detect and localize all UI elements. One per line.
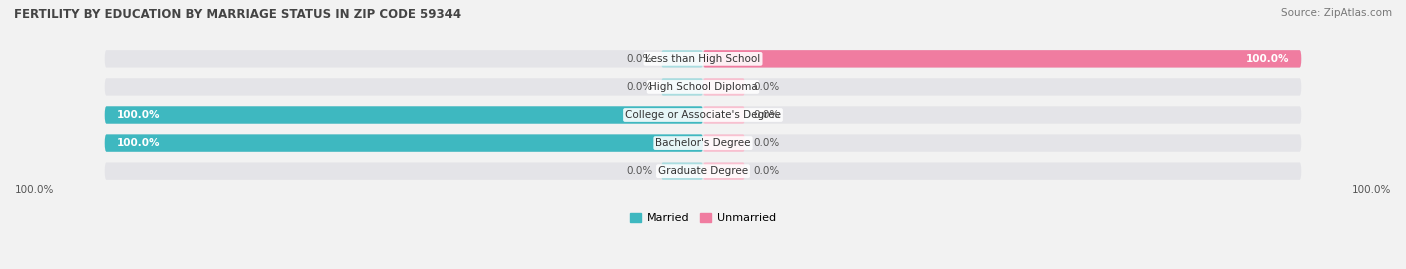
Text: FERTILITY BY EDUCATION BY MARRIAGE STATUS IN ZIP CODE 59344: FERTILITY BY EDUCATION BY MARRIAGE STATU… [14,8,461,21]
Legend: Married, Unmarried: Married, Unmarried [626,209,780,228]
Text: 0.0%: 0.0% [626,54,652,64]
FancyBboxPatch shape [703,78,745,96]
Text: Bachelor's Degree: Bachelor's Degree [655,138,751,148]
Text: 0.0%: 0.0% [626,166,652,176]
Text: High School Diploma: High School Diploma [648,82,758,92]
Text: 0.0%: 0.0% [754,110,780,120]
Text: 0.0%: 0.0% [626,82,652,92]
FancyBboxPatch shape [703,50,1302,68]
Text: 100.0%: 100.0% [1246,54,1289,64]
FancyBboxPatch shape [104,78,1302,96]
Text: Source: ZipAtlas.com: Source: ZipAtlas.com [1281,8,1392,18]
FancyBboxPatch shape [703,106,745,124]
FancyBboxPatch shape [661,162,703,180]
FancyBboxPatch shape [104,134,703,152]
Text: 100.0%: 100.0% [15,185,55,195]
FancyBboxPatch shape [703,134,745,152]
FancyBboxPatch shape [104,162,1302,180]
FancyBboxPatch shape [104,134,1302,152]
FancyBboxPatch shape [703,162,745,180]
Text: 100.0%: 100.0% [1351,185,1391,195]
Text: 100.0%: 100.0% [117,138,160,148]
FancyBboxPatch shape [661,78,703,96]
Text: 0.0%: 0.0% [754,138,780,148]
Text: College or Associate's Degree: College or Associate's Degree [626,110,780,120]
Text: Less than High School: Less than High School [645,54,761,64]
Text: Graduate Degree: Graduate Degree [658,166,748,176]
FancyBboxPatch shape [104,106,1302,124]
FancyBboxPatch shape [104,106,703,124]
Text: 0.0%: 0.0% [754,82,780,92]
Text: 100.0%: 100.0% [117,110,160,120]
FancyBboxPatch shape [661,50,703,68]
FancyBboxPatch shape [104,50,1302,68]
Text: 0.0%: 0.0% [754,166,780,176]
